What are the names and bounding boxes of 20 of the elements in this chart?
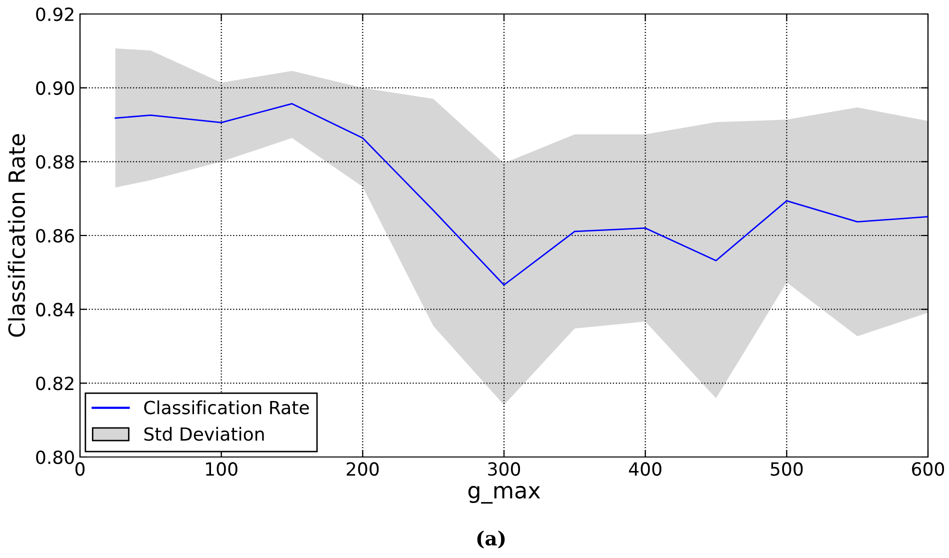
y-tick-label: 0.82 [36,376,74,390]
x-tick-label: 0 [75,462,85,476]
y-tick-label: 0.86 [36,228,74,243]
text: (a) [477,530,505,548]
legend-label: Std Deviation [144,426,264,441]
legend-label: Classification Rate [144,400,309,414]
x-axis-title: g_max [468,486,540,504]
x-tick-label: 300 [488,462,520,476]
x-tick-label: 500 [770,462,803,476]
y-axis-title: Classification Rate [8,134,26,337]
x-tick-label: 600 [912,462,944,476]
y-tick-label: 0.90 [36,81,74,95]
y-tick-label: 0.92 [36,7,74,22]
y-tick-label: 0.84 [36,302,74,316]
x-tick-label: 200 [346,462,379,476]
x-tick-label: 400 [628,462,662,476]
line-series [114,103,928,286]
x-tick-label: 100 [206,462,238,476]
y-tick-label: 0.80 [36,450,74,464]
y-tick-label: 0.88 [36,155,74,169]
